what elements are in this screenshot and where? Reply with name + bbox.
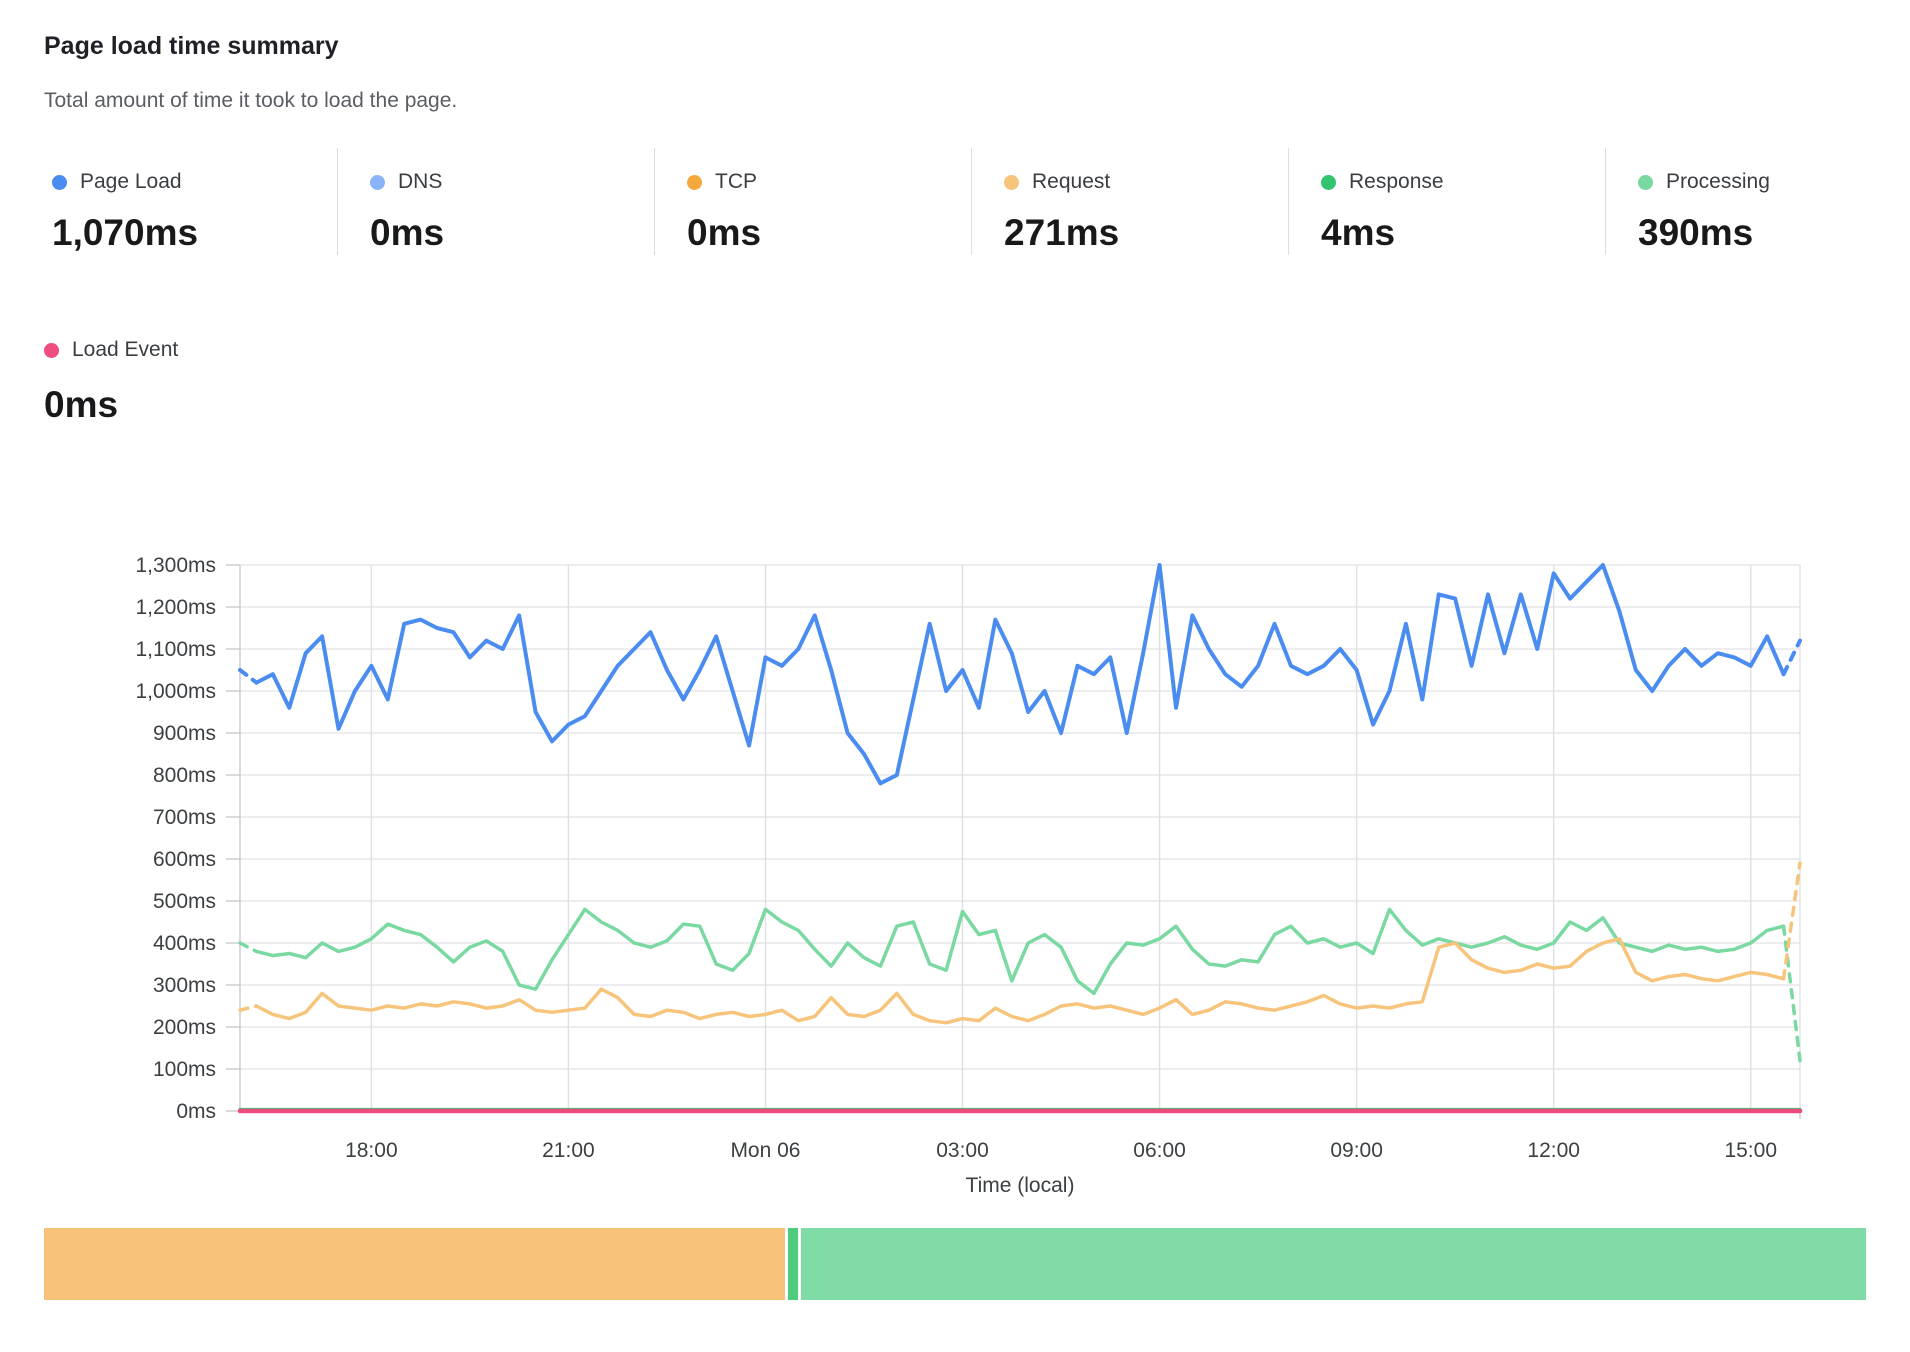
tcp-dot-icon <box>687 174 702 190</box>
y-tick-label: 0ms <box>176 1100 216 1123</box>
x-tick-label: 09:00 <box>1330 1139 1383 1162</box>
page-load-dot-icon <box>52 174 67 190</box>
series-line-request <box>238 1004 259 1012</box>
series-line-processing <box>1781 924 1802 1063</box>
x-tick-label: 15:00 <box>1724 1139 1777 1162</box>
x-axis-title: Time (local) <box>966 1174 1075 1197</box>
y-tick-label: 700ms <box>153 806 216 829</box>
legend-value: 271ms <box>1004 212 1120 253</box>
y-tick-label: 300ms <box>153 974 216 997</box>
x-tick-label: 18:00 <box>345 1139 398 1162</box>
series-line-page-load <box>1781 638 1802 677</box>
bar-segment-request <box>44 1228 785 1300</box>
x-tick-label: 21:00 <box>542 1139 595 1162</box>
legend-value: 1,070ms <box>52 212 199 253</box>
bar-segment-response <box>787 1228 798 1300</box>
x-tick-label: Mon 06 <box>730 1139 800 1162</box>
legend-value: 0ms <box>44 384 119 425</box>
legend-value: 390ms <box>1638 212 1754 253</box>
y-tick-label: 1,200ms <box>135 596 216 619</box>
legend-item-response: Response 4ms <box>1288 148 1605 255</box>
legend-value: 0ms <box>687 212 762 253</box>
series-line-request <box>254 937 1786 1025</box>
request-dot-icon <box>1004 174 1019 190</box>
series-line-page-load <box>238 668 259 685</box>
series-line-page-load <box>254 563 1786 786</box>
y-tick-label: 900ms <box>153 722 216 745</box>
y-tick-label: 1,000ms <box>135 680 216 703</box>
y-tick-label: 500ms <box>153 890 216 913</box>
legend-item-tcp: TCP 0ms <box>654 148 971 255</box>
legend-label: Load Event <box>72 338 179 361</box>
legend-value: 4ms <box>1321 212 1396 253</box>
x-tick-label: 12:00 <box>1527 1139 1580 1162</box>
legend-item-load-event: Load Event 0ms <box>44 316 178 427</box>
series-line-request <box>1781 861 1802 981</box>
legend-label: Processing <box>1666 170 1770 193</box>
y-tick-label: 1,100ms <box>135 638 216 661</box>
x-tick-label: 03:00 <box>936 1139 989 1162</box>
y-tick-label: 200ms <box>153 1016 216 1039</box>
y-tick-label: 400ms <box>153 932 216 955</box>
header: Page load time summary Total amount of t… <box>44 30 457 114</box>
legend-value: 0ms <box>370 212 445 253</box>
y-tick-label: 100ms <box>153 1058 216 1081</box>
timing-breakdown-bar <box>44 1228 1866 1300</box>
legend-label: TCP <box>715 170 757 193</box>
legend-label: Request <box>1032 170 1111 193</box>
dns-dot-icon <box>370 174 385 190</box>
summary-legend-row: Page Load 1,070ms DNS 0ms TCP 0ms Reques… <box>44 148 1866 255</box>
y-tick-label: 1,300ms <box>135 554 216 577</box>
legend-item-request: Request 271ms <box>971 148 1288 255</box>
y-tick-label: 600ms <box>153 848 216 871</box>
legend-label: Page Load <box>80 170 182 193</box>
y-tick-label: 800ms <box>153 764 216 787</box>
processing-dot-icon <box>1638 174 1653 190</box>
series-line-processing <box>238 941 259 954</box>
legend-item-dns: DNS 0ms <box>337 148 654 255</box>
response-dot-icon <box>1321 174 1336 190</box>
x-tick-label: 06:00 <box>1133 1139 1186 1162</box>
bar-segment-processing <box>800 1228 1866 1300</box>
legend-item-page-load: Page Load 1,070ms <box>44 148 337 255</box>
legend-item-processing: Processing 390ms <box>1605 148 1866 255</box>
page-title: Page load time summary <box>44 32 339 60</box>
page-subtitle: Total amount of time it took to load the… <box>44 89 458 112</box>
legend-label: DNS <box>398 170 443 193</box>
load-event-dot-icon <box>44 342 59 358</box>
series-line-processing <box>254 907 1786 996</box>
legend-label: Response <box>1349 170 1444 193</box>
